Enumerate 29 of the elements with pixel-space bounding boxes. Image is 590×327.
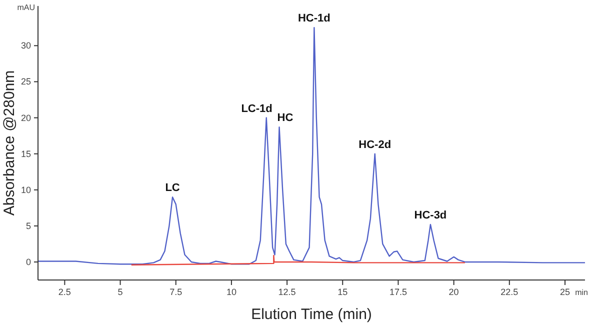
y-tick-label: 5 (26, 220, 31, 231)
x-tick-label: 20 (448, 287, 459, 297)
annotation: HC-3d (414, 209, 447, 222)
x-tick-label: 22.5 (500, 287, 518, 297)
x-axis-title: Elution Time (min) (251, 306, 372, 323)
x-tick-label: 2.5 (58, 287, 71, 297)
x-tick-label: 10 (226, 287, 236, 297)
y-tick-label: 15 (20, 148, 31, 159)
y-tick-label: 30 (20, 40, 31, 51)
y-tick-label: 25 (20, 76, 31, 87)
annotation: LC-1d (241, 102, 272, 115)
x-tick-label: 5 (118, 287, 123, 297)
x-tick-label: 7.5 (170, 287, 182, 297)
line-series (130, 254, 466, 266)
x-tick-label: 17.5 (389, 287, 407, 297)
y-axis-title: Absorbance @280nm (1, 70, 18, 216)
x-tick-label: 15 (338, 287, 348, 297)
x-tick-label: 25 (560, 287, 570, 297)
y-tick-label: 0 (26, 256, 31, 267)
line-series (37, 27, 586, 265)
y-tick-label: 20 (20, 112, 31, 123)
y-tick-label: 10 (20, 184, 31, 195)
annotation: HC-1d (298, 12, 330, 25)
text: mAU (17, 3, 36, 12)
annotation: HC-2d (358, 138, 392, 151)
x-tick-label: 12.5 (278, 287, 296, 297)
annotation: LC (165, 182, 180, 194)
annotation: HC (277, 112, 294, 124)
text: min (575, 288, 588, 297)
